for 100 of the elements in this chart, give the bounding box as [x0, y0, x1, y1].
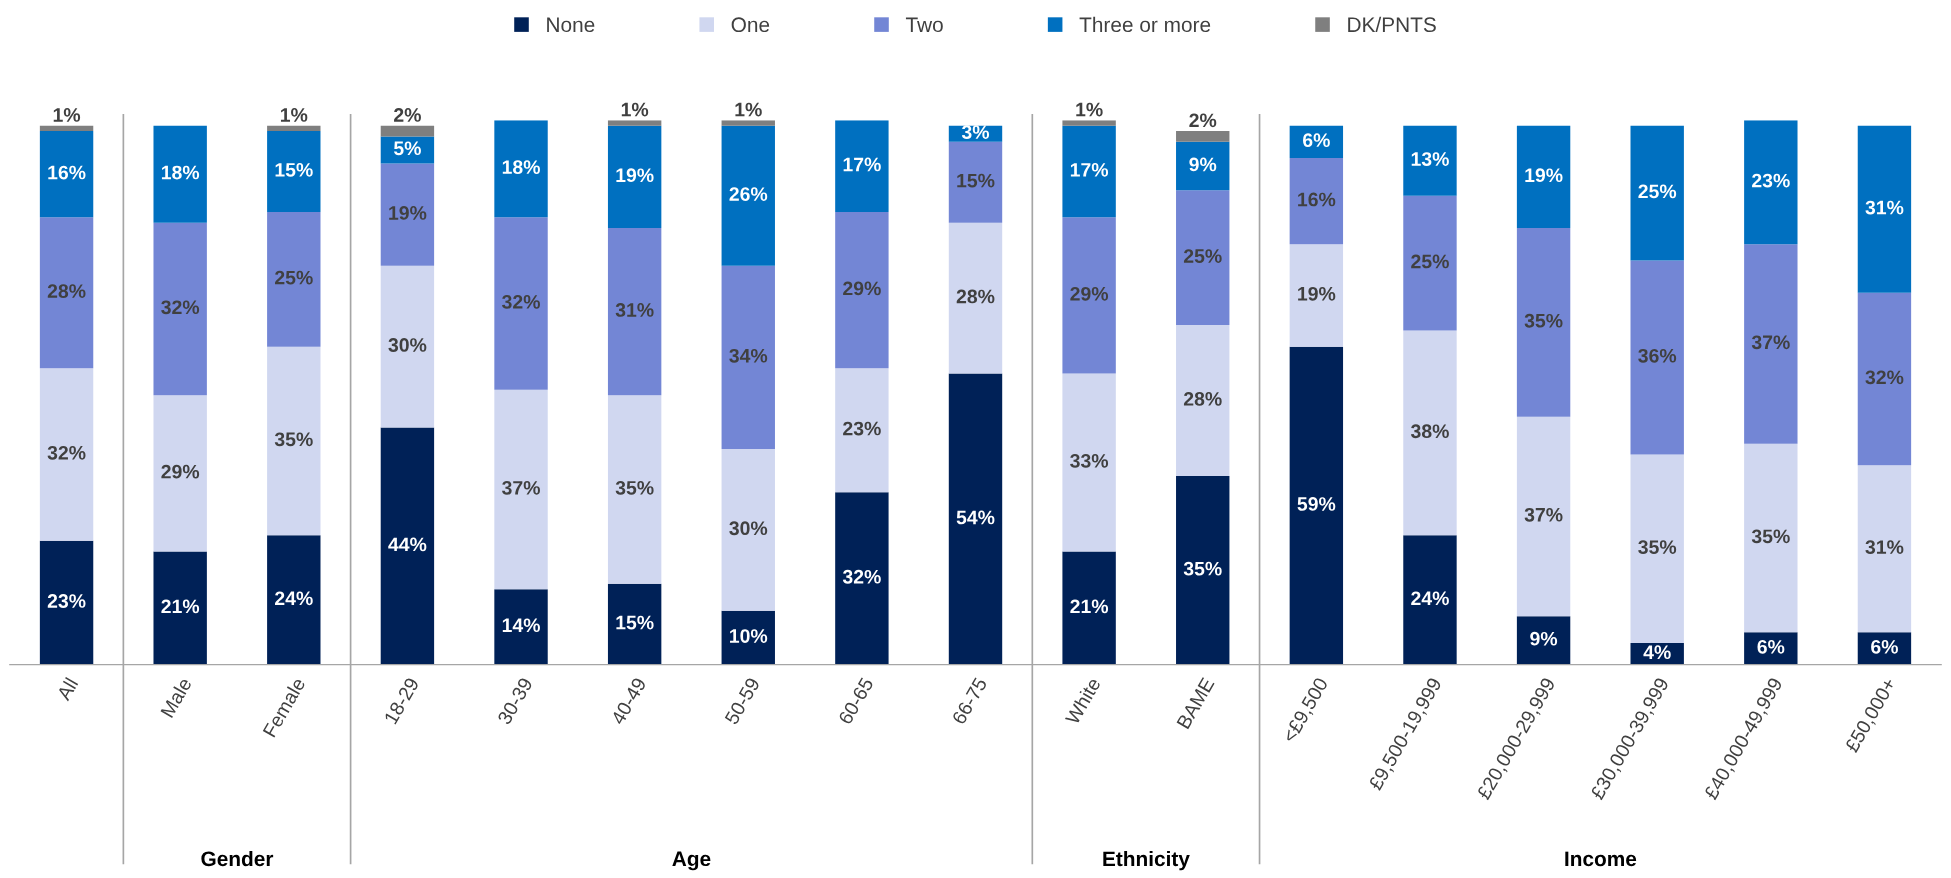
- data-label: 1%: [280, 108, 308, 122]
- data-label: 17%: [1070, 162, 1109, 177]
- data-label: 16%: [48, 165, 86, 180]
- bar: [494, 389, 548, 590]
- data-label: 23%: [47, 594, 86, 608]
- bar: [1857, 125, 1912, 293]
- bar: [267, 346, 321, 536]
- bar: [607, 583, 662, 665]
- data-label: 31%: [1865, 540, 1904, 555]
- data-label: 37%: [1751, 335, 1790, 350]
- data-label: 29%: [1070, 286, 1109, 301]
- data-label: 23%: [843, 421, 881, 436]
- data-label: 35%: [615, 480, 654, 495]
- bar: [607, 395, 662, 584]
- data-label: 28%: [47, 284, 86, 298]
- data-label: 35%: [274, 432, 313, 447]
- bar: [1516, 616, 1571, 665]
- data-label: 24%: [1411, 591, 1449, 606]
- data-label: 4%: [1643, 645, 1671, 660]
- x-tick-label: All: [55, 676, 79, 702]
- data-label: 36%: [1638, 348, 1677, 363]
- bar: [1403, 125, 1457, 196]
- bar: [721, 125, 775, 266]
- bar: [721, 120, 775, 126]
- data-label: 25%: [1411, 254, 1449, 269]
- text: Age: [672, 851, 711, 871]
- data-label: 30%: [729, 521, 768, 536]
- legend-label: Two: [905, 17, 943, 33]
- bar: [835, 368, 889, 493]
- data-label: 19%: [389, 206, 427, 220]
- bar: [1062, 551, 1116, 665]
- data-label: 37%: [1524, 507, 1563, 522]
- bar: [153, 395, 207, 552]
- legend-label: One: [731, 17, 770, 33]
- bar: [835, 211, 889, 369]
- data-label: 15%: [275, 162, 313, 177]
- bar: [153, 551, 207, 665]
- data-label: 54%: [956, 510, 995, 525]
- bar: [1062, 217, 1116, 374]
- data-label: 5%: [393, 141, 421, 156]
- data-label: 25%: [275, 270, 313, 285]
- bar: [1176, 141, 1230, 191]
- data-label: 29%: [161, 464, 200, 479]
- data-label: 21%: [161, 599, 200, 614]
- data-label: 19%: [616, 168, 654, 183]
- bar: [948, 141, 1003, 223]
- data-label: 32%: [502, 294, 540, 309]
- bar: [1744, 632, 1798, 665]
- data-label: 44%: [388, 537, 427, 552]
- bar: [39, 125, 94, 132]
- data-label: 31%: [1865, 200, 1904, 215]
- text: Income: [1565, 851, 1637, 867]
- data-label: 19%: [1298, 286, 1336, 301]
- data-label: 28%: [956, 289, 995, 304]
- data-label: 24%: [275, 591, 313, 606]
- data-label: 21%: [1070, 599, 1109, 614]
- bar: [607, 120, 662, 126]
- bar: [153, 222, 207, 396]
- bar: [1062, 373, 1116, 552]
- data-label: 35%: [1183, 561, 1222, 576]
- bar: [267, 535, 321, 665]
- data-label: 29%: [843, 281, 881, 296]
- bar: [1403, 195, 1457, 331]
- data-label: 35%: [1638, 540, 1677, 555]
- data-label: 32%: [47, 445, 86, 460]
- bar: [1516, 228, 1571, 417]
- data-label: 30%: [388, 338, 427, 352]
- bar: [1176, 131, 1230, 142]
- bar: [39, 540, 94, 665]
- data-label: 25%: [1638, 184, 1677, 199]
- bar: [1744, 443, 1798, 633]
- data-label: 2%: [1189, 113, 1217, 128]
- data-label: 15%: [616, 615, 654, 630]
- data-label: 3%: [961, 125, 990, 140]
- bar: [1403, 535, 1457, 665]
- bar: [1630, 454, 1684, 644]
- bar: [267, 131, 321, 212]
- bar: [721, 265, 775, 450]
- bar: [1289, 158, 1344, 245]
- bar: [153, 125, 207, 223]
- bar: [39, 131, 94, 218]
- bar: [494, 217, 548, 390]
- data-label: 13%: [1411, 152, 1449, 166]
- legend-label: None: [547, 17, 595, 33]
- bar: [267, 125, 321, 132]
- data-label: 37%: [502, 480, 540, 495]
- data-label: 15%: [957, 173, 995, 188]
- data-label: 28%: [1183, 392, 1222, 406]
- data-label: 9%: [1530, 631, 1558, 646]
- bar: [380, 125, 435, 137]
- data-label: 16%: [1298, 192, 1336, 207]
- data-label: 10%: [730, 629, 768, 643]
- bar: [607, 228, 662, 396]
- bar: [380, 265, 435, 428]
- bar: [1403, 330, 1457, 536]
- data-label: 26%: [729, 187, 768, 201]
- data-label: 32%: [161, 300, 200, 315]
- data-label: 34%: [729, 348, 768, 363]
- data-label: 35%: [1524, 313, 1563, 328]
- data-label: 1%: [621, 102, 649, 117]
